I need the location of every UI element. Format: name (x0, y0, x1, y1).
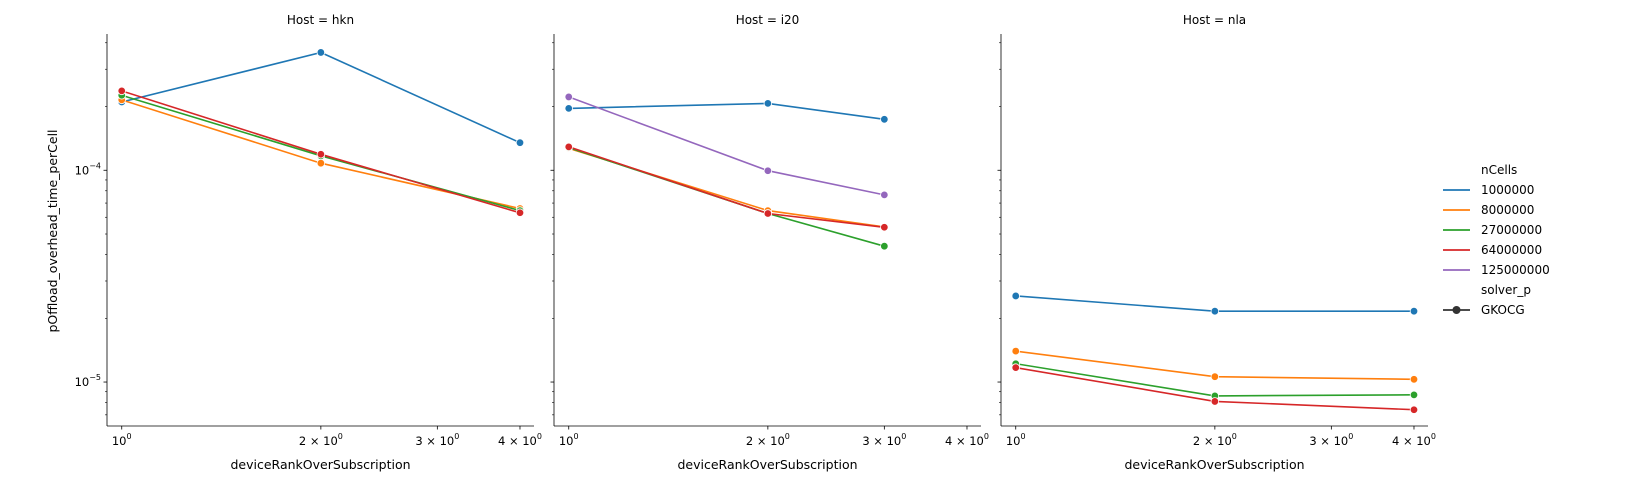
data-point-125000000 (880, 190, 889, 200)
data-point-125000000 (763, 166, 773, 175)
data-point-8000000 (1409, 375, 1419, 384)
data-point-64000000 (1409, 405, 1419, 414)
data-point-1000000 (316, 48, 326, 57)
legend-title: nCells (1481, 163, 1517, 177)
x-tick-label: 3 × 100 (415, 432, 459, 448)
data-point-8000000 (316, 158, 326, 168)
data-point-1000000 (1409, 307, 1419, 316)
legend: nCells 1000000 8000000 27000000 64000000 1250… (1443, 163, 1550, 317)
legend-marker (1452, 306, 1461, 314)
data-point-64000000 (1011, 363, 1020, 372)
x-tick-label: 4 × 100 (945, 432, 989, 448)
panel-title: Host = hkn (287, 13, 354, 27)
data-point-64000000 (117, 86, 126, 96)
data-point-1000000 (880, 115, 889, 124)
data-point-125000000 (564, 92, 573, 102)
data-point-27000000 (1409, 390, 1419, 400)
x-tick-label: 2 × 100 (1193, 432, 1237, 448)
y-axis-label: pOffload_overhead_time_perCell (45, 129, 60, 332)
legend-label: 125000000 (1481, 263, 1550, 277)
panel-1: Host = i20 100 2 × 100 3 × 100 4 × 100 device… (550, 13, 989, 472)
x-tick-label: 100 (112, 432, 132, 448)
y-tick-label: 10−4 (75, 161, 101, 177)
data-point-8000000 (1011, 346, 1020, 356)
series-line-64000000 (568, 146, 885, 229)
x-axis-label: deviceRankOverSubscription (677, 457, 857, 472)
series-line-8000000 (568, 147, 885, 228)
data-point-8000000 (1210, 372, 1220, 381)
legend-label: 8000000 (1481, 203, 1534, 217)
legend-label: 1000000 (1481, 183, 1534, 197)
data-point-1000000 (515, 138, 525, 147)
data-point-64000000 (515, 208, 525, 217)
data-point-64000000 (1210, 397, 1220, 406)
x-tick-label: 4 × 100 (1392, 432, 1436, 448)
panel-0: Host = hkn 10−5 10−4 100 2 × 100 3 × 100 4 × 1… (75, 13, 542, 472)
data-point-27000000 (880, 241, 889, 251)
series-line-1000000 (121, 51, 521, 144)
panel-title: Host = i20 (736, 13, 800, 27)
data-point-1000000 (1210, 307, 1220, 316)
x-tick-label: 3 × 100 (1309, 432, 1353, 448)
x-tick-label: 2 × 100 (746, 432, 790, 448)
data-point-1000000 (763, 99, 773, 108)
data-point-64000000 (763, 209, 773, 218)
data-point-64000000 (564, 142, 573, 152)
legend-label: 27000000 (1481, 223, 1542, 237)
legend-label: GKOCG (1481, 303, 1525, 317)
legend-label: 64000000 (1481, 243, 1542, 257)
data-point-64000000 (316, 150, 326, 159)
x-tick-label: 3 × 100 (862, 432, 906, 448)
data-point-1000000 (1011, 291, 1020, 301)
x-tick-label: 100 (559, 432, 579, 448)
x-tick-label: 100 (1006, 432, 1026, 448)
x-axis-label: deviceRankOverSubscription (1124, 457, 1304, 472)
series-line-1000000 (568, 102, 885, 121)
data-point-1000000 (564, 104, 573, 113)
x-axis-label: deviceRankOverSubscription (230, 457, 410, 472)
series-line-125000000 (568, 96, 885, 196)
data-point-64000000 (880, 223, 889, 232)
legend-title: solver_p (1481, 283, 1531, 297)
y-tick-label: 10−5 (75, 373, 101, 389)
panel-title: Host = nla (1183, 13, 1246, 27)
panel-2: Host = nla 100 2 × 100 3 × 100 4 × 100 device… (997, 13, 1436, 472)
x-tick-label: 2 × 100 (299, 432, 343, 448)
x-tick-label: 4 × 100 (498, 432, 542, 448)
